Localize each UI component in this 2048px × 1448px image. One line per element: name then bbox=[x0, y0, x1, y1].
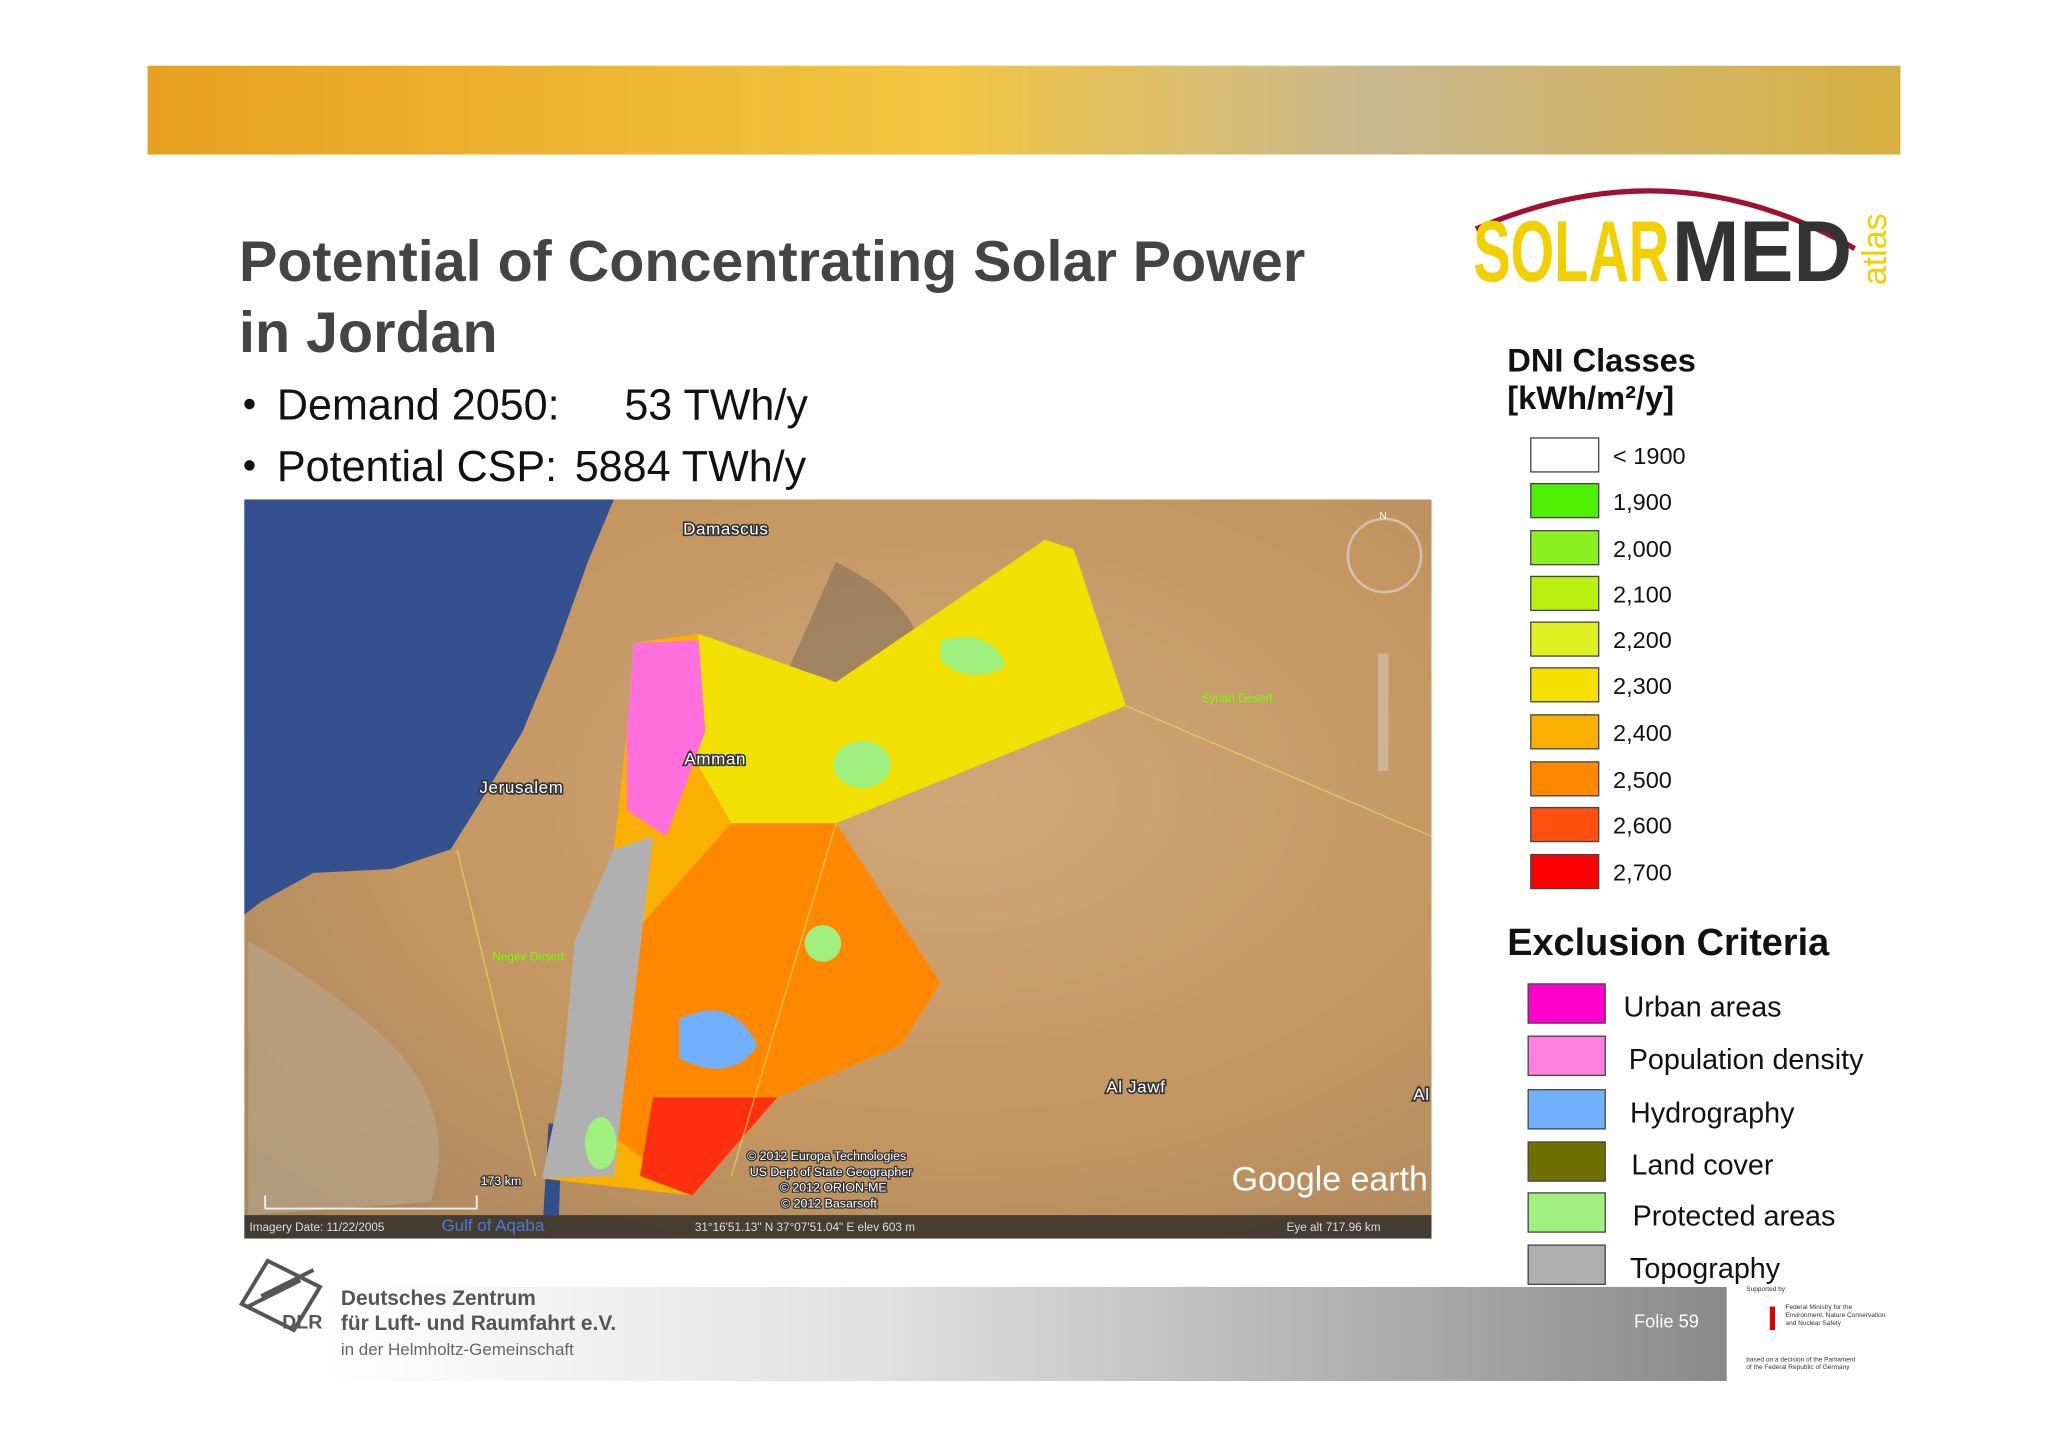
bullet-dot bbox=[244, 398, 255, 410]
status-text: Imagery Date: 11/22/2005 bbox=[249, 1221, 384, 1234]
place-label: Al Jawf bbox=[1106, 1077, 1165, 1096]
legend-title: DNI Classes bbox=[1507, 341, 1696, 378]
legend-swatch bbox=[1527, 983, 1606, 1024]
legend-swatch bbox=[1530, 621, 1600, 657]
legend-label: Population density bbox=[1629, 1044, 1864, 1076]
place-label: Damascus bbox=[683, 520, 768, 539]
legend-label: 2,000 bbox=[1613, 536, 1672, 562]
legend-swatch bbox=[1530, 575, 1600, 612]
place-label: Amman bbox=[684, 749, 746, 768]
status-text: Eye alt 717.96 km bbox=[1287, 1221, 1381, 1234]
scale-label: 173 km bbox=[481, 1174, 522, 1188]
legend-swatch bbox=[1530, 530, 1600, 566]
legend-swatch bbox=[1530, 806, 1600, 843]
legend-label: 2,700 bbox=[1613, 860, 1672, 886]
legend-label: 2,500 bbox=[1613, 767, 1672, 793]
logo-word: SOLAR bbox=[1473, 204, 1669, 300]
place-label: Syrian Desert bbox=[1202, 692, 1274, 705]
legend-label: < 1900 bbox=[1613, 443, 1686, 469]
place-label: Jerusalem bbox=[479, 778, 563, 797]
place-label: Al bbox=[1413, 1085, 1429, 1104]
map: Damascus Amman Jerusalem Syrian Desert N… bbox=[244, 499, 1432, 1239]
logo-arc bbox=[1474, 188, 1856, 251]
copyright: © 2012 Europa Technologies bbox=[747, 1149, 906, 1163]
slide-number: Folie 59 bbox=[1634, 1310, 1699, 1331]
legend-swatch bbox=[1530, 853, 1600, 890]
brand: Google earth bbox=[1232, 1160, 1428, 1198]
legend-swatch bbox=[1530, 714, 1600, 750]
org-name: Deutsches Zentrum bbox=[341, 1287, 536, 1310]
bullet-dot bbox=[244, 460, 255, 471]
legend-swatch bbox=[1527, 1244, 1606, 1285]
place-label: Gulf of Aqaba bbox=[441, 1216, 544, 1235]
legend-label: Hydrography bbox=[1630, 1097, 1795, 1129]
legend-swatch bbox=[1527, 1089, 1606, 1130]
org-short: DLR bbox=[282, 1312, 322, 1334]
legend-label: 2,200 bbox=[1613, 627, 1672, 653]
bullet-value: 53 TWh/y bbox=[624, 382, 808, 430]
support-text: Environment, Nature Conservation bbox=[1785, 1312, 1885, 1319]
org-name: in der Helmholtz-Gemeinschaft bbox=[341, 1340, 574, 1359]
legend-label: 2,100 bbox=[1613, 582, 1672, 608]
legend-label: 2,400 bbox=[1613, 720, 1672, 746]
support-text: of the Federal Republic of Germany bbox=[1746, 1364, 1850, 1371]
title: Potential of Concentrating Solar Power bbox=[239, 230, 1305, 294]
support-text: Federal Ministry for the bbox=[1785, 1304, 1852, 1311]
support-text: based on a decision of the Parliament bbox=[1746, 1356, 1855, 1363]
logo-sub: atlas bbox=[1856, 213, 1894, 285]
title: in Jordan bbox=[239, 301, 498, 365]
legend-swatch bbox=[1530, 761, 1600, 797]
status-text: 31°16'51.13" N 37°07'51.04" E elev 603 m bbox=[695, 1221, 915, 1234]
dlr-logo bbox=[238, 1258, 323, 1333]
place-label: Negev Desert bbox=[492, 950, 565, 963]
legend-swatch bbox=[1527, 1141, 1606, 1182]
legend-label: Topography bbox=[1630, 1253, 1781, 1285]
logo-word: MED bbox=[1672, 204, 1852, 300]
footer-bar bbox=[326, 1286, 1727, 1381]
legend-label: 2,300 bbox=[1613, 673, 1672, 699]
copyright: US Dept of State Geographer bbox=[750, 1165, 913, 1179]
legend-label: Land cover bbox=[1631, 1150, 1774, 1182]
legend-swatch bbox=[1527, 1035, 1606, 1076]
legend-label: Protected areas bbox=[1633, 1201, 1836, 1233]
legend-title: Exclusion Criteria bbox=[1507, 922, 1830, 964]
legend-swatch bbox=[1530, 667, 1600, 703]
dni-legend: < 1900 1,900 2,000 2,100 2,200 2,300 2,400 2,50… bbox=[1530, 437, 1686, 890]
legend-label: 1,900 bbox=[1613, 489, 1672, 515]
org-name: für Luft- und Raumfahrt e.V. bbox=[341, 1312, 616, 1335]
legend-swatch bbox=[1530, 437, 1600, 473]
flag bbox=[1769, 1306, 1776, 1331]
banner bbox=[147, 65, 1901, 155]
legend-swatch bbox=[1527, 1192, 1606, 1233]
bullet-value: 5884 TWh/y bbox=[575, 443, 807, 491]
copyright: © 2012 ORION-ME bbox=[780, 1181, 887, 1195]
copyright: © 2012 Basarsoft bbox=[781, 1196, 877, 1210]
compass-label: N bbox=[1379, 511, 1387, 522]
legend-label: Urban areas bbox=[1624, 992, 1782, 1024]
bullet-label: Demand 2050: bbox=[277, 382, 560, 430]
support-text: and Nuclear Safety bbox=[1785, 1320, 1841, 1327]
legend-swatch bbox=[1530, 483, 1600, 519]
exclusion-legend: Urban areas Population density Hydrography… bbox=[1527, 983, 1864, 1285]
bullet-label: Potential CSP: bbox=[277, 443, 557, 491]
legend-title: [kWh/m²/y] bbox=[1507, 379, 1674, 416]
support-text: Supported by: bbox=[1746, 1286, 1787, 1293]
legend-label: 2,600 bbox=[1613, 813, 1672, 839]
